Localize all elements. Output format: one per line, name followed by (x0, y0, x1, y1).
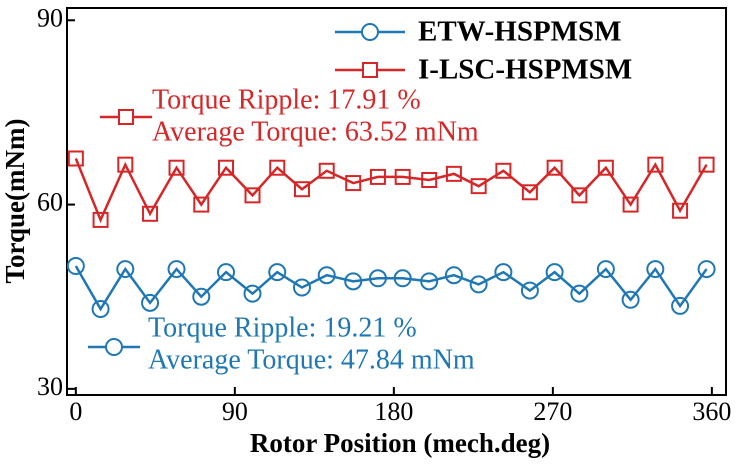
data-point (571, 187, 588, 204)
data-point (621, 290, 640, 309)
data-point (546, 159, 563, 176)
annotation-text: Torque Ripple: 17.91 % (152, 84, 421, 115)
x-tick-label: 90 (222, 397, 248, 426)
data-point (141, 293, 160, 312)
y-tick-label: 60 (37, 188, 63, 217)
data-point (317, 266, 336, 285)
annotation-text: Average Torque: 47.84 mNm (148, 344, 475, 375)
data-point (368, 269, 387, 288)
data-point (697, 260, 716, 279)
data-point (521, 184, 538, 201)
x-tick-label: 0 (69, 397, 82, 426)
legend-marker (361, 23, 379, 41)
data-point (293, 181, 310, 198)
x-tick-label: 270 (533, 397, 572, 426)
annotation-marker (105, 338, 123, 356)
y-axis-title: Torque(mNm) (0, 118, 30, 283)
data-point (218, 159, 235, 176)
y-tick-label: 30 (37, 372, 63, 401)
data-point (495, 162, 512, 179)
data-point (167, 260, 186, 279)
data-point (444, 266, 463, 285)
legend-label: ETW-HSPMSM (418, 16, 622, 48)
legend-label: I-LSC-HSPMSM (418, 54, 632, 86)
legend-marker (362, 62, 378, 78)
data-point (318, 162, 335, 179)
data-point (494, 263, 513, 282)
data-point (192, 287, 211, 306)
data-point (647, 156, 664, 173)
data-point (570, 284, 589, 303)
data-point (672, 202, 689, 219)
x-tick-label: 180 (374, 397, 413, 426)
annotation-text: Average Torque: 63.52 mNm (152, 116, 479, 147)
data-point (168, 159, 185, 176)
series-line (74, 265, 708, 312)
data-point (244, 187, 261, 204)
data-point (193, 196, 210, 213)
data-point (469, 275, 488, 294)
annotation-text: Torque Ripple: 19.21 % (148, 312, 417, 343)
data-point (622, 196, 639, 213)
data-point (116, 260, 135, 279)
data-point (545, 263, 564, 282)
data-point (66, 257, 85, 275)
data-point (393, 269, 412, 288)
data-point (142, 205, 159, 222)
data-point (597, 159, 614, 176)
data-point (344, 272, 363, 291)
x-tick-label: 360 (692, 397, 731, 426)
data-point (671, 296, 690, 315)
plot-frame (66, 7, 727, 396)
data-point (117, 156, 134, 173)
data-point (698, 156, 715, 173)
y-tick-label: 90 (37, 3, 63, 32)
data-point (520, 281, 539, 300)
data-point (292, 278, 311, 297)
data-point (445, 165, 462, 182)
data-point (268, 263, 287, 282)
data-point (217, 263, 236, 282)
data-point (470, 178, 487, 195)
data-point (345, 175, 362, 192)
data-point (421, 172, 438, 188)
data-point (243, 284, 262, 303)
data-point (369, 168, 386, 185)
data-point (596, 260, 615, 279)
data-point (269, 159, 286, 176)
data-point (91, 300, 110, 318)
data-point (646, 260, 665, 279)
x-axis-title: Rotor Position (mech.deg) (250, 428, 550, 458)
annotation-marker (118, 109, 134, 125)
data-point (92, 211, 109, 228)
data-point (394, 168, 411, 185)
data-point (420, 272, 439, 291)
data-point (67, 150, 84, 167)
